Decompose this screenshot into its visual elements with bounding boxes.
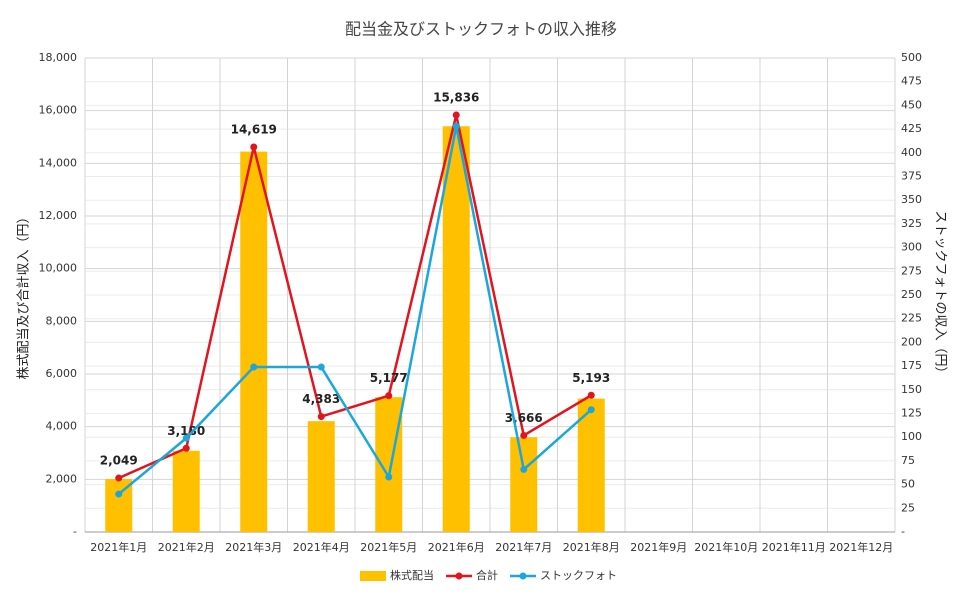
legend-label: 合計: [476, 568, 498, 582]
y2-tick-label: 400: [901, 146, 922, 159]
y-tick-label: 10,000: [39, 262, 78, 275]
y2-tick-label: 25: [901, 501, 915, 514]
x-tick-label: 2021年2月: [158, 540, 215, 554]
legend-label: 株式配当: [390, 568, 434, 582]
x-tick-label: 2021年9月: [630, 540, 687, 554]
data-label: 3,666: [505, 411, 543, 425]
point: [250, 363, 258, 371]
data-label: 4,383: [302, 392, 340, 406]
y2-tick-label: 75: [901, 454, 915, 467]
point: [385, 392, 393, 400]
y2-axis-label: ストックフォトの収入（円）: [933, 210, 948, 379]
y-tick-label: 4,000: [46, 420, 78, 433]
point: [587, 391, 595, 399]
point: [385, 473, 393, 481]
y2-tick-label: -: [901, 525, 905, 538]
point: [520, 465, 528, 473]
data-label: 2,049: [100, 454, 138, 468]
y2-tick-label: 250: [901, 288, 922, 301]
y2-tick-label: 475: [901, 75, 922, 88]
y2-tick-label: 225: [901, 312, 922, 325]
legend-swatch: [360, 571, 386, 581]
x-tick-label: 2021年1月: [90, 540, 147, 554]
y-tick-label: 16,000: [39, 104, 78, 117]
data-label: 5,177: [370, 371, 408, 385]
y2-tick-label: 200: [901, 335, 922, 348]
y-tick-label: -: [73, 525, 77, 538]
x-tick-label: 2021年11月: [762, 540, 826, 554]
x-tick-label: 2021年6月: [428, 540, 485, 554]
y2-tick-label: 350: [901, 193, 922, 206]
data-label: 5,193: [572, 371, 610, 385]
bar: [577, 398, 605, 532]
line: [117, 126, 593, 496]
y2-tick-label: 50: [901, 478, 915, 491]
x-tick-label: 2021年8月: [563, 540, 620, 554]
y-tick-label: 2,000: [46, 472, 78, 485]
data-label: 14,619: [231, 123, 277, 137]
x-tick-label: 2021年5月: [360, 540, 417, 554]
x-tick-label: 2021年7月: [495, 540, 552, 554]
y2-tick-label: 450: [901, 98, 922, 111]
x-tick-label: 2021年3月: [225, 540, 282, 554]
point: [115, 490, 123, 498]
x-tick-label: 2021年10月: [694, 540, 758, 554]
point: [587, 406, 595, 414]
bar: [172, 450, 200, 532]
point: [317, 363, 325, 371]
legend-label: ストックフォト: [540, 569, 617, 582]
y2-tick-label: 125: [901, 407, 922, 420]
bar: [375, 397, 403, 532]
data-label: 15,836: [433, 90, 479, 104]
y-axis-label: 株式配当及び合計収入（円）: [16, 210, 32, 379]
point: [452, 122, 460, 130]
y2-tick-label: 500: [901, 51, 922, 64]
bar: [307, 421, 335, 532]
y-tick-label: 14,000: [39, 156, 78, 169]
y2-tick-label: 275: [901, 264, 922, 277]
chart-title: 配当金及びストックフォトの収入推移: [345, 20, 617, 39]
y2-tick-label: 325: [901, 217, 922, 230]
y2-tick-label: 375: [901, 170, 922, 183]
y-tick-label: 8,000: [46, 314, 78, 327]
y-tick-label: 12,000: [39, 209, 78, 222]
point: [115, 474, 123, 482]
y2-tick-label: 100: [901, 430, 922, 443]
point: [520, 431, 528, 439]
line: [118, 114, 592, 480]
point: [452, 111, 460, 119]
point: [317, 413, 325, 421]
x-tick-label: 2021年12月: [829, 540, 893, 554]
point: [182, 444, 190, 452]
y2-tick-label: 300: [901, 241, 922, 254]
legend-swatch: [519, 572, 527, 580]
bar: [510, 437, 538, 532]
x-tick-label: 2021年4月: [293, 540, 350, 554]
y-tick-label: 18,000: [39, 51, 78, 64]
point: [182, 434, 190, 442]
point: [250, 143, 258, 151]
y2-tick-label: 175: [901, 359, 922, 372]
y2-tick-label: 425: [901, 122, 922, 135]
y-tick-label: 6,000: [46, 367, 78, 380]
bar: [240, 151, 268, 533]
bar: [442, 126, 470, 533]
legend-swatch: [455, 572, 463, 580]
y2-tick-label: 150: [901, 383, 922, 396]
